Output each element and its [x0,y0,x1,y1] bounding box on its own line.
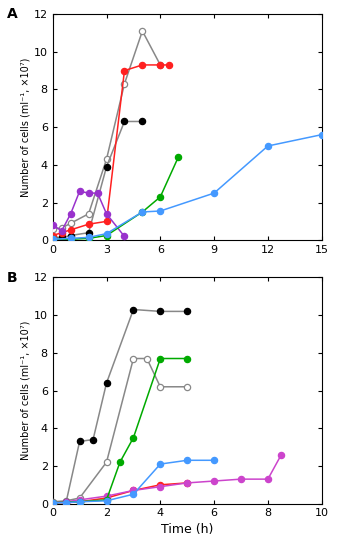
Text: A: A [7,7,18,21]
Y-axis label: Number of cells (ml⁻¹, ×10⁷): Number of cells (ml⁻¹, ×10⁷) [21,58,31,197]
X-axis label: Time (h): Time (h) [161,523,213,536]
Y-axis label: Number of cells (ml⁻¹, ×10⁷): Number of cells (ml⁻¹, ×10⁷) [21,321,31,460]
Text: B: B [7,271,18,285]
